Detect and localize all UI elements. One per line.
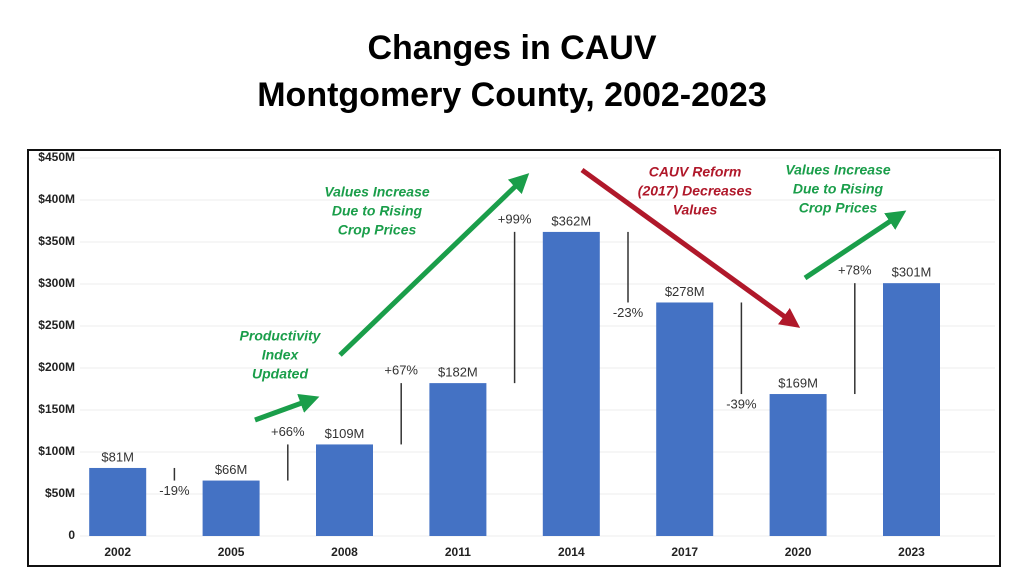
change-label: +99% [498,211,532,226]
bar [542,231,600,537]
value-label: $169M [778,375,818,390]
annotation-text: Index [262,347,300,363]
x-tick-label: 2011 [445,545,471,559]
y-tick-label: $350M [38,234,75,248]
bar [656,302,714,536]
bar [769,394,827,536]
y-tick-label: 0 [68,528,75,542]
y-tick-label: $100M [38,444,75,458]
x-tick-label: 2017 [671,545,698,559]
annotation-arrow [254,394,320,423]
annotation-text: Values [673,202,718,218]
value-label: $81M [101,449,134,464]
annotation-text: Due to Rising [793,181,884,197]
annotation-arrow [803,210,907,281]
y-tick-label: $150M [38,402,75,416]
change-label: +66% [271,424,305,439]
value-label: $109M [325,426,365,441]
chart-frame [27,149,1001,567]
x-tick-label: 2005 [218,545,245,559]
bar [89,467,147,536]
value-label: $362M [551,213,591,228]
x-tick-label: 2020 [785,545,812,559]
annotation-arrow [580,167,801,328]
chart-title: Montgomery County, 2002-2023 [257,76,767,114]
change-label: +67% [384,363,418,378]
annotation-text: Updated [252,366,308,382]
change-label: +78% [838,263,872,278]
annotation-text: Values Increase [324,184,430,200]
annotation-text: Values Increase [785,162,891,178]
change-label: -19% [159,483,190,498]
bar [202,480,260,536]
change-label: -23% [613,305,644,320]
y-tick-label: $300M [38,276,75,290]
bar [883,283,940,536]
annotation-arrow [338,173,530,357]
value-label: $301M [892,265,932,280]
bar [316,444,373,536]
x-tick-label: 2014 [558,545,585,559]
value-label: $182M [438,365,478,380]
annotation-text: CAUV Reform [649,164,742,180]
chart-title: Changes in CAUV [367,29,656,67]
x-tick-label: 2002 [104,545,131,559]
annotation-text: Crop Prices [338,222,417,238]
y-tick-label: $50M [45,486,75,500]
x-tick-label: 2023 [898,545,925,559]
value-label: $278M [665,284,705,299]
annotation-text: (2017) Decreases [638,183,753,199]
y-tick-label: $400M [38,192,75,206]
annotation-text: Crop Prices [799,200,878,216]
x-tick-label: 2008 [331,545,358,559]
annotation-text: Due to Rising [332,203,423,219]
y-tick-label: $250M [38,318,75,332]
bar [429,383,487,536]
y-tick-label: $200M [38,360,75,374]
annotation-text: Productivity [240,328,322,344]
y-tick-label: $450M [38,150,75,164]
change-label: -39% [726,396,757,411]
value-label: $66M [215,462,248,477]
